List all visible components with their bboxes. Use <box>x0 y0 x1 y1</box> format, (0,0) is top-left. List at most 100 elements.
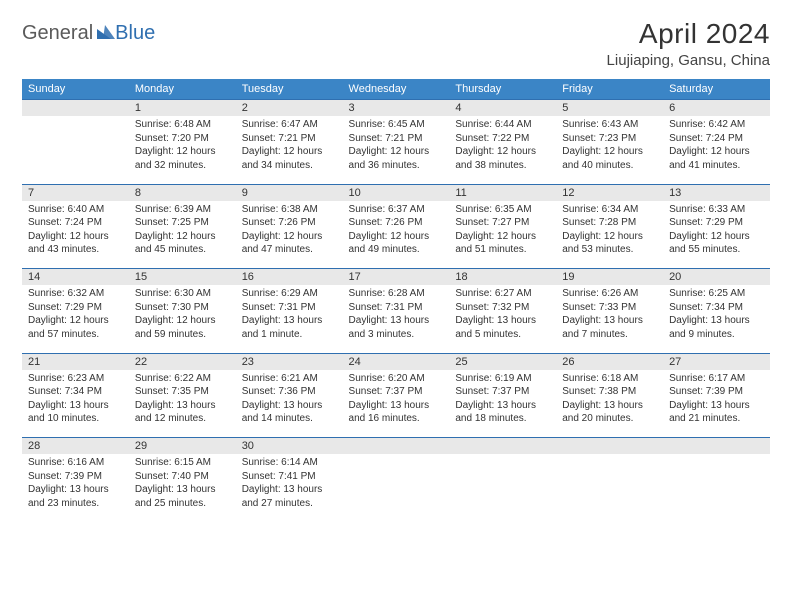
sunset-text: Sunset: 7:27 PM <box>455 216 550 230</box>
sunset-text: Sunset: 7:29 PM <box>669 216 764 230</box>
day-detail-cell: Sunrise: 6:28 AMSunset: 7:31 PMDaylight:… <box>343 285 450 353</box>
daylight-line-1: Daylight: 13 hours <box>135 483 230 497</box>
daylight-line-2: and 47 minutes. <box>242 243 337 257</box>
daylight-line-1: Daylight: 12 hours <box>135 145 230 159</box>
daylight-line-1: Daylight: 12 hours <box>562 145 657 159</box>
day-number-cell: 1 <box>129 100 236 117</box>
daylight-line-2: and 7 minutes. <box>562 328 657 342</box>
daylight-line-2: and 27 minutes. <box>242 497 337 511</box>
day-number-cell: 22 <box>129 353 236 370</box>
sunset-text: Sunset: 7:35 PM <box>135 385 230 399</box>
sunrise-text: Sunrise: 6:25 AM <box>669 287 764 301</box>
daylight-line-1: Daylight: 13 hours <box>455 314 550 328</box>
day-number-cell <box>22 100 129 117</box>
day-number-cell: 3 <box>343 100 450 117</box>
sunset-text: Sunset: 7:34 PM <box>28 385 123 399</box>
daylight-line-2: and 16 minutes. <box>349 412 444 426</box>
sunrise-text: Sunrise: 6:26 AM <box>562 287 657 301</box>
sunrise-text: Sunrise: 6:28 AM <box>349 287 444 301</box>
sunset-text: Sunset: 7:39 PM <box>28 470 123 484</box>
weekday-header: Tuesday <box>236 79 343 100</box>
sunrise-text: Sunrise: 6:35 AM <box>455 203 550 217</box>
sunrise-text: Sunrise: 6:20 AM <box>349 372 444 386</box>
sunrise-text: Sunrise: 6:34 AM <box>562 203 657 217</box>
daylight-line-2: and 14 minutes. <box>242 412 337 426</box>
day-detail-cell: Sunrise: 6:25 AMSunset: 7:34 PMDaylight:… <box>663 285 770 353</box>
day-detail-cell: Sunrise: 6:30 AMSunset: 7:30 PMDaylight:… <box>129 285 236 353</box>
daylight-line-1: Daylight: 12 hours <box>455 145 550 159</box>
sunset-text: Sunset: 7:22 PM <box>455 132 550 146</box>
sunrise-text: Sunrise: 6:40 AM <box>28 203 123 217</box>
day-number-cell: 2 <box>236 100 343 117</box>
day-detail-cell: Sunrise: 6:44 AMSunset: 7:22 PMDaylight:… <box>449 116 556 184</box>
detail-row: Sunrise: 6:23 AMSunset: 7:34 PMDaylight:… <box>22 370 770 438</box>
sunrise-text: Sunrise: 6:33 AM <box>669 203 764 217</box>
daylight-line-2: and 45 minutes. <box>135 243 230 257</box>
daylight-line-1: Daylight: 13 hours <box>349 399 444 413</box>
daylight-line-2: and 40 minutes. <box>562 159 657 173</box>
daylight-line-1: Daylight: 12 hours <box>349 230 444 244</box>
daylight-line-2: and 20 minutes. <box>562 412 657 426</box>
sunrise-text: Sunrise: 6:32 AM <box>28 287 123 301</box>
daylight-line-1: Daylight: 12 hours <box>135 230 230 244</box>
day-detail-cell: Sunrise: 6:29 AMSunset: 7:31 PMDaylight:… <box>236 285 343 353</box>
day-number-cell: 27 <box>663 353 770 370</box>
sunset-text: Sunset: 7:31 PM <box>242 301 337 315</box>
sunset-text: Sunset: 7:21 PM <box>242 132 337 146</box>
sunset-text: Sunset: 7:41 PM <box>242 470 337 484</box>
sunrise-text: Sunrise: 6:19 AM <box>455 372 550 386</box>
sunset-text: Sunset: 7:24 PM <box>28 216 123 230</box>
day-detail-cell: Sunrise: 6:40 AMSunset: 7:24 PMDaylight:… <box>22 201 129 269</box>
daylight-line-1: Daylight: 13 hours <box>28 399 123 413</box>
daylight-line-2: and 59 minutes. <box>135 328 230 342</box>
weekday-header: Saturday <box>663 79 770 100</box>
day-detail-cell: Sunrise: 6:43 AMSunset: 7:23 PMDaylight:… <box>556 116 663 184</box>
day-detail-cell: Sunrise: 6:47 AMSunset: 7:21 PMDaylight:… <box>236 116 343 184</box>
daylight-line-2: and 23 minutes. <box>28 497 123 511</box>
sunset-text: Sunset: 7:20 PM <box>135 132 230 146</box>
sunrise-text: Sunrise: 6:22 AM <box>135 372 230 386</box>
day-detail-cell: Sunrise: 6:48 AMSunset: 7:20 PMDaylight:… <box>129 116 236 184</box>
day-detail-cell: Sunrise: 6:19 AMSunset: 7:37 PMDaylight:… <box>449 370 556 438</box>
daylight-line-2: and 5 minutes. <box>455 328 550 342</box>
sunset-text: Sunset: 7:26 PM <box>349 216 444 230</box>
sunset-text: Sunset: 7:40 PM <box>135 470 230 484</box>
daylight-line-1: Daylight: 13 hours <box>242 483 337 497</box>
day-detail-cell: Sunrise: 6:37 AMSunset: 7:26 PMDaylight:… <box>343 201 450 269</box>
daylight-line-2: and 38 minutes. <box>455 159 550 173</box>
daylight-line-2: and 1 minute. <box>242 328 337 342</box>
daylight-line-1: Daylight: 12 hours <box>669 230 764 244</box>
day-number-cell: 24 <box>343 353 450 370</box>
daylight-line-1: Daylight: 13 hours <box>135 399 230 413</box>
day-number-cell: 30 <box>236 438 343 455</box>
sunrise-text: Sunrise: 6:47 AM <box>242 118 337 132</box>
daynum-row: 282930 <box>22 438 770 455</box>
sunset-text: Sunset: 7:31 PM <box>349 301 444 315</box>
day-number-cell <box>343 438 450 455</box>
daylight-line-1: Daylight: 13 hours <box>669 399 764 413</box>
sunrise-text: Sunrise: 6:17 AM <box>669 372 764 386</box>
daylight-line-1: Daylight: 13 hours <box>242 399 337 413</box>
daylight-line-1: Daylight: 12 hours <box>242 145 337 159</box>
sunrise-text: Sunrise: 6:42 AM <box>669 118 764 132</box>
detail-row: Sunrise: 6:40 AMSunset: 7:24 PMDaylight:… <box>22 201 770 269</box>
daylight-line-1: Daylight: 12 hours <box>349 145 444 159</box>
day-number-cell: 13 <box>663 184 770 201</box>
day-detail-cell <box>663 454 770 522</box>
sunset-text: Sunset: 7:32 PM <box>455 301 550 315</box>
day-detail-cell: Sunrise: 6:38 AMSunset: 7:26 PMDaylight:… <box>236 201 343 269</box>
daylight-line-2: and 12 minutes. <box>135 412 230 426</box>
logo-text-general: General <box>22 22 93 45</box>
daynum-row: 78910111213 <box>22 184 770 201</box>
sunrise-text: Sunrise: 6:16 AM <box>28 456 123 470</box>
sunset-text: Sunset: 7:36 PM <box>242 385 337 399</box>
sunrise-text: Sunrise: 6:39 AM <box>135 203 230 217</box>
sunset-text: Sunset: 7:34 PM <box>669 301 764 315</box>
daylight-line-1: Daylight: 12 hours <box>28 230 123 244</box>
day-detail-cell: Sunrise: 6:15 AMSunset: 7:40 PMDaylight:… <box>129 454 236 522</box>
day-detail-cell <box>22 116 129 184</box>
daylight-line-2: and 34 minutes. <box>242 159 337 173</box>
sunrise-text: Sunrise: 6:48 AM <box>135 118 230 132</box>
sunset-text: Sunset: 7:37 PM <box>349 385 444 399</box>
sunset-text: Sunset: 7:23 PM <box>562 132 657 146</box>
